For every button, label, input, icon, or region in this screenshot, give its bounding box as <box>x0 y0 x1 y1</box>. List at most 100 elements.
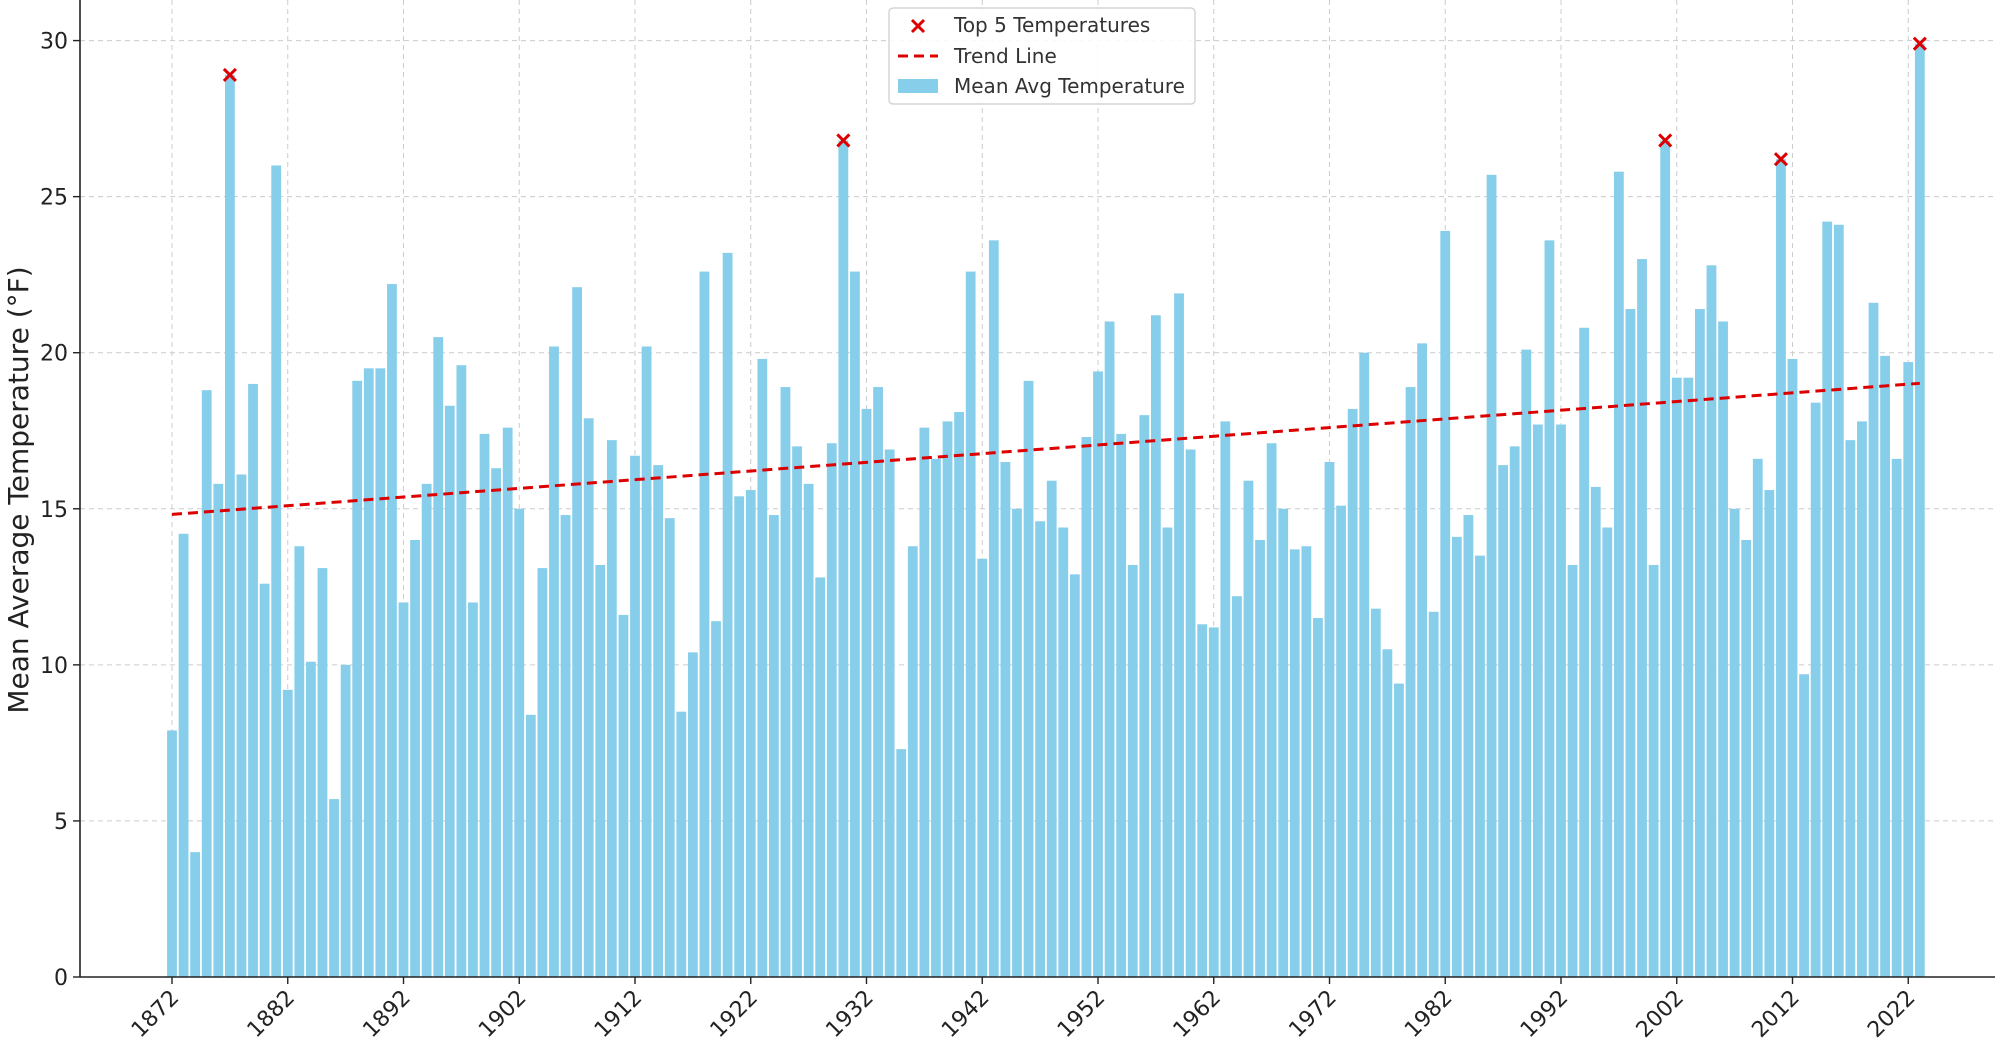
trend-line-series <box>171 381 1920 516</box>
x-tick-label: 1982 <box>1400 986 1457 1043</box>
bar <box>1498 465 1509 977</box>
bar <box>1752 458 1763 977</box>
bar <box>687 652 698 977</box>
bar <box>815 577 826 977</box>
bar <box>792 446 802 977</box>
bar <box>1093 371 1103 978</box>
bar <box>259 583 270 977</box>
bar <box>421 483 432 977</box>
bar <box>1718 321 1728 978</box>
bar <box>1081 436 1092 977</box>
bar <box>1891 458 1902 977</box>
top5-marker <box>1658 133 1673 148</box>
bar <box>1370 608 1381 977</box>
legend-label-top5: Top 5 Temperatures <box>953 13 1150 37</box>
bar <box>780 387 791 977</box>
bar <box>1232 596 1242 977</box>
bar <box>1787 358 1798 977</box>
bar <box>1336 505 1346 977</box>
bar <box>965 271 976 978</box>
bar <box>1475 555 1485 977</box>
bar <box>525 714 536 977</box>
bar <box>757 358 768 977</box>
bar <box>329 799 339 977</box>
bar <box>745 490 756 977</box>
bar <box>213 483 224 977</box>
bar <box>1359 352 1370 977</box>
bar <box>1162 527 1173 977</box>
bar <box>583 418 594 977</box>
bar <box>1799 674 1809 977</box>
top5-marker <box>1912 36 1927 51</box>
bar <box>664 518 675 977</box>
bar <box>1590 486 1601 977</box>
bar <box>1741 540 1752 977</box>
bar <box>1695 309 1705 977</box>
bar <box>491 468 501 977</box>
bar <box>942 421 953 977</box>
bar <box>1035 521 1046 977</box>
bar <box>1648 564 1659 977</box>
bar <box>1486 174 1497 978</box>
x-tick-label: 1872 <box>127 986 184 1043</box>
top5-marker <box>1773 152 1788 167</box>
bar <box>919 427 930 978</box>
bar <box>1556 424 1566 977</box>
bar <box>1440 230 1451 978</box>
bar <box>1764 490 1775 977</box>
bar <box>826 443 837 977</box>
bar <box>641 346 652 977</box>
x-tick-label: 1892 <box>358 986 415 1043</box>
bar <box>769 515 779 977</box>
bar <box>1208 627 1219 977</box>
bar <box>1660 140 1671 977</box>
bar <box>375 368 386 977</box>
bar <box>734 496 745 977</box>
bar <box>850 271 860 978</box>
bar <box>1880 355 1890 978</box>
bar <box>1833 224 1844 977</box>
bar <box>387 284 397 977</box>
bar <box>676 711 687 977</box>
bar <box>1405 387 1416 977</box>
bar <box>803 483 814 977</box>
top5-marker <box>836 133 851 148</box>
bar <box>317 568 328 977</box>
bar <box>1266 443 1277 977</box>
top5-marker <box>222 67 237 82</box>
bar <box>1000 461 1011 978</box>
bar <box>931 458 941 977</box>
bar <box>1046 480 1057 977</box>
bar <box>248 383 258 977</box>
y-tick-label: 20 <box>40 342 68 367</box>
bar <box>873 387 883 977</box>
bar <box>398 602 409 977</box>
bar <box>1058 527 1069 977</box>
bar <box>282 689 293 977</box>
bar <box>1417 343 1427 978</box>
bar <box>1637 259 1647 978</box>
y-tick-label: 25 <box>40 186 68 211</box>
bar <box>1069 574 1080 977</box>
bar <box>1382 649 1393 977</box>
legend: Top 5 Temperatures Trend Line Mean Avg T… <box>888 7 1196 105</box>
bar <box>1579 327 1590 978</box>
bar <box>988 240 999 977</box>
bar <box>1127 564 1138 977</box>
bar <box>1185 449 1196 977</box>
bar <box>618 614 629 977</box>
bar <box>410 540 420 977</box>
bar <box>1289 549 1300 977</box>
x-tick-label: 1912 <box>590 986 647 1043</box>
bar <box>1868 302 1879 977</box>
bar <box>1613 171 1624 978</box>
bar <box>861 408 872 977</box>
x-tick-label: 1902 <box>474 986 531 1043</box>
bar <box>1683 377 1694 978</box>
bar <box>1313 618 1323 977</box>
bar <box>456 365 467 977</box>
bar <box>1174 293 1184 978</box>
y-tick-labels: 0 5 10 15 20 25 30 <box>40 30 80 991</box>
legend-label-bars: Mean Avg Temperature <box>954 74 1185 98</box>
